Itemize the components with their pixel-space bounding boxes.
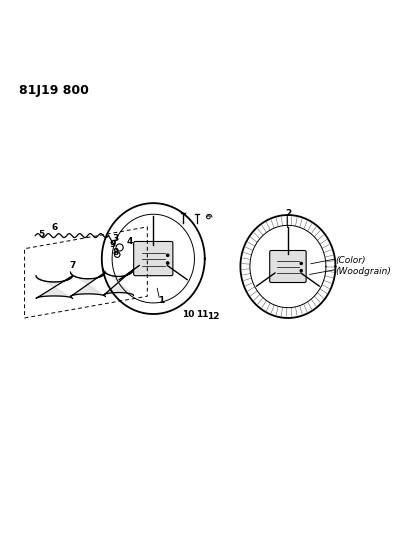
Text: 12: 12 bbox=[207, 311, 220, 320]
Text: 2: 2 bbox=[285, 208, 291, 217]
Polygon shape bbox=[103, 269, 133, 295]
FancyBboxPatch shape bbox=[133, 241, 173, 276]
Text: 7: 7 bbox=[69, 261, 75, 270]
Circle shape bbox=[300, 262, 302, 264]
Text: 11: 11 bbox=[196, 310, 209, 319]
FancyBboxPatch shape bbox=[270, 251, 306, 282]
Text: 1: 1 bbox=[158, 296, 164, 305]
Text: 10: 10 bbox=[182, 310, 194, 319]
Circle shape bbox=[166, 254, 169, 256]
Text: 8: 8 bbox=[112, 248, 119, 257]
Circle shape bbox=[300, 270, 302, 272]
Circle shape bbox=[166, 262, 169, 264]
Text: (Color): (Color) bbox=[335, 256, 366, 265]
Text: 6: 6 bbox=[51, 223, 57, 232]
Text: 9: 9 bbox=[110, 240, 116, 249]
Text: (Woodgrain): (Woodgrain) bbox=[335, 266, 391, 276]
Text: 3: 3 bbox=[112, 235, 119, 243]
Polygon shape bbox=[70, 272, 105, 296]
Text: 81J19 800: 81J19 800 bbox=[19, 84, 88, 98]
Text: 5: 5 bbox=[39, 230, 45, 239]
Polygon shape bbox=[36, 276, 72, 298]
Text: 4: 4 bbox=[126, 237, 133, 246]
